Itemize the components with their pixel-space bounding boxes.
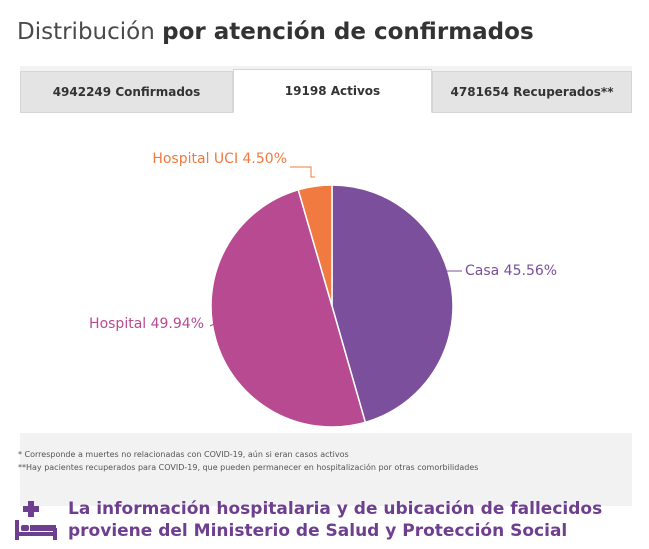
page-title: Distribución por atención de confirmados	[17, 16, 637, 48]
pie-label-hospital: Hospital 49.94%	[89, 316, 204, 332]
pie-leader-line	[209, 319, 223, 327]
tab-bar: 4942249 Confirmados 19198 Activos 478165…	[20, 66, 632, 113]
tab-recuperados[interactable]: 4781654 Recuperados**	[432, 71, 632, 113]
tab-activos[interactable]: 19198 Activos	[233, 69, 432, 113]
pie-slice-hospital-uci[interactable]	[297, 184, 333, 307]
title-light: Distribución	[17, 19, 155, 45]
source-line-2: proviene del Ministerio de Salud y Prote…	[68, 521, 568, 541]
footnote-1: * Corresponde a muertes no relacionadas …	[18, 450, 349, 459]
footnote-2: **Hay pacientes recuperados para COVID-1…	[18, 463, 479, 472]
pie-slice-casa[interactable]	[331, 184, 454, 424]
source-note: La información hospitalaria y de ubicaci…	[14, 498, 639, 544]
source-line-1: La información hospitalaria y de ubicaci…	[68, 499, 603, 519]
pie-label-hospital-uci: Hospital UCI 4.50%	[152, 151, 287, 167]
title-bold: por atención de confirmados	[162, 19, 534, 45]
footnotes: * Corresponde a muertes no relacionadas …	[18, 448, 638, 474]
source-text: La información hospitalaria y de ubicaci…	[68, 498, 639, 542]
pie-slice-hospital[interactable]	[210, 188, 367, 428]
pie-chart: Casa 45.56% Hospital 49.94% Hospital UCI 4…	[89, 151, 557, 428]
hospital-bed-icon	[15, 501, 57, 540]
pie-leader-line	[290, 166, 315, 178]
chart-panel: 4942249 Confirmados 19198 Activos 478165…	[20, 66, 632, 506]
pie-label-casa: Casa 45.56%	[465, 263, 557, 279]
tab-confirmados[interactable]: 4942249 Confirmados	[20, 71, 233, 113]
chart-area: Casa 45.56% Hospital 49.94% Hospital UCI 4…	[20, 113, 632, 433]
